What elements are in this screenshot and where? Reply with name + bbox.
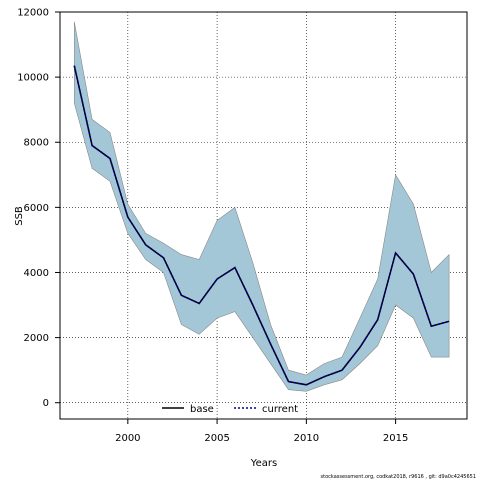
caption: stockassessment.org, codkat2018, r9616 ,… [321, 474, 476, 480]
confidence-band [74, 21, 450, 392]
x-axis-label: Years [250, 458, 277, 469]
legend-label-base: base [190, 404, 214, 415]
y-tick-label: 12000 [17, 8, 49, 19]
y-axis: 0 2000 4000 6000 8000 10000 12000 [17, 8, 60, 409]
y-tick-label: 2000 [24, 333, 49, 344]
x-tick-label: 2010 [294, 433, 319, 444]
x-tick-label: 2000 [115, 433, 140, 444]
legend-label-current: current [262, 404, 298, 415]
y-tick-label: 6000 [24, 203, 49, 214]
x-axis: 2000 2005 2010 2015 [115, 419, 408, 444]
y-tick-label: 4000 [24, 268, 49, 279]
plot-frame [59, 11, 468, 420]
y-axis-label: SSB [14, 206, 25, 226]
y-tick-label: 8000 [24, 138, 49, 149]
series-line-current [73, 65, 450, 386]
legend: base current [162, 404, 298, 415]
y-tick-label: 0 [43, 398, 49, 409]
y-tick-label: 10000 [17, 73, 49, 84]
x-tick-label: 2015 [383, 433, 408, 444]
x-tick-label: 2005 [204, 433, 229, 444]
